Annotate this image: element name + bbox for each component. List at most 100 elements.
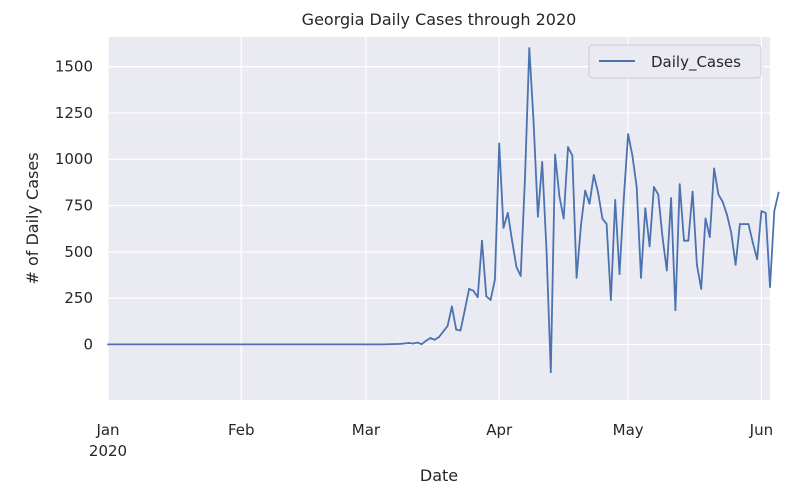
y-tick-label: 250 bbox=[64, 289, 93, 307]
data-point bbox=[446, 325, 449, 327]
data-point bbox=[506, 212, 509, 214]
x-tick-label: May bbox=[613, 421, 644, 439]
data-point bbox=[567, 146, 569, 149]
data-point bbox=[438, 336, 440, 338]
data-point bbox=[756, 258, 759, 261]
data-point bbox=[610, 299, 612, 301]
data-point bbox=[107, 343, 109, 346]
data-point bbox=[541, 161, 544, 163]
x-tick-sublabel: 2020 bbox=[89, 442, 127, 460]
legend: Daily_Cases bbox=[588, 44, 762, 79]
data-point bbox=[631, 154, 634, 157]
data-point bbox=[429, 337, 432, 339]
y-tick-label: 1250 bbox=[55, 104, 93, 122]
data-point bbox=[751, 241, 754, 244]
data-point bbox=[687, 239, 690, 242]
data-point bbox=[726, 213, 728, 216]
data-point bbox=[536, 215, 539, 218]
x-tick-label: Mar bbox=[352, 421, 381, 439]
data-point bbox=[584, 189, 587, 192]
data-point bbox=[683, 239, 685, 242]
chart-title: Georgia Daily Cases through 2020 bbox=[302, 10, 577, 29]
series-layer bbox=[107, 47, 780, 374]
data-point bbox=[644, 207, 647, 210]
data-point bbox=[571, 154, 574, 157]
data-point bbox=[365, 343, 367, 346]
data-point bbox=[459, 329, 462, 332]
x-axis-ticks: Jan 2020 Feb Mar Apr May Jun bbox=[89, 421, 773, 460]
data-point bbox=[743, 223, 746, 225]
data-point bbox=[773, 210, 776, 212]
data-point bbox=[373, 343, 376, 346]
data-point bbox=[713, 167, 716, 170]
data-point bbox=[532, 121, 535, 124]
data-point bbox=[455, 328, 458, 331]
data-point bbox=[704, 217, 707, 220]
data-point bbox=[674, 309, 677, 312]
data-point bbox=[468, 287, 470, 290]
data-point bbox=[472, 289, 475, 292]
data-point bbox=[408, 342, 410, 344]
data-point bbox=[635, 186, 638, 188]
data-point bbox=[627, 133, 630, 136]
y-axis-ticks: 0 250 500 750 1000 1250 1500 bbox=[55, 58, 93, 354]
data-point bbox=[476, 296, 479, 299]
x-tick-label: Apr bbox=[486, 421, 513, 439]
data-point bbox=[665, 269, 668, 272]
y-tick-label: 1000 bbox=[55, 150, 93, 168]
data-point bbox=[747, 223, 750, 225]
data-point bbox=[549, 371, 552, 374]
x-tick-label: Jun bbox=[749, 421, 773, 439]
data-point bbox=[562, 217, 565, 220]
y-tick-label: 1500 bbox=[55, 58, 93, 76]
data-point bbox=[622, 197, 625, 200]
y-tick-label: 0 bbox=[83, 335, 93, 353]
data-point bbox=[691, 190, 694, 193]
data-point bbox=[442, 330, 445, 333]
y-tick-label: 750 bbox=[64, 197, 93, 215]
data-point bbox=[390, 343, 393, 345]
data-point bbox=[601, 217, 604, 220]
data-point bbox=[485, 295, 488, 298]
data-point bbox=[412, 342, 415, 345]
data-point bbox=[777, 191, 780, 194]
data-point bbox=[670, 197, 673, 200]
x-tick-label: Jan bbox=[95, 421, 119, 439]
data-point bbox=[588, 202, 591, 205]
data-point bbox=[657, 193, 660, 196]
data-point bbox=[450, 305, 453, 308]
data-point bbox=[420, 343, 423, 345]
data-point bbox=[592, 174, 595, 176]
x-tick-label: Feb bbox=[228, 421, 255, 439]
data-point bbox=[721, 200, 724, 203]
data-point bbox=[515, 265, 518, 268]
data-point bbox=[382, 343, 385, 346]
data-point bbox=[511, 239, 513, 242]
data-point bbox=[739, 223, 741, 225]
data-point bbox=[708, 236, 711, 238]
data-point bbox=[769, 286, 771, 288]
data-point bbox=[678, 183, 681, 186]
data-point bbox=[764, 212, 767, 214]
data-point bbox=[640, 276, 642, 279]
data-point bbox=[760, 210, 763, 212]
data-point bbox=[597, 191, 599, 194]
data-point bbox=[661, 236, 664, 238]
data-point bbox=[416, 341, 419, 344]
plot-area bbox=[108, 37, 770, 400]
data-point bbox=[481, 239, 483, 242]
data-point bbox=[614, 199, 617, 201]
data-point bbox=[554, 153, 556, 156]
data-point bbox=[528, 47, 531, 50]
data-point bbox=[653, 186, 655, 188]
data-point bbox=[493, 278, 496, 281]
data-point bbox=[700, 287, 703, 290]
data-point bbox=[575, 276, 578, 279]
data-point bbox=[519, 275, 522, 277]
data-point bbox=[545, 249, 548, 251]
data-point bbox=[463, 309, 466, 312]
x-axis-title: Date bbox=[420, 466, 458, 485]
y-tick-label: 500 bbox=[64, 243, 93, 261]
data-point bbox=[696, 263, 698, 266]
